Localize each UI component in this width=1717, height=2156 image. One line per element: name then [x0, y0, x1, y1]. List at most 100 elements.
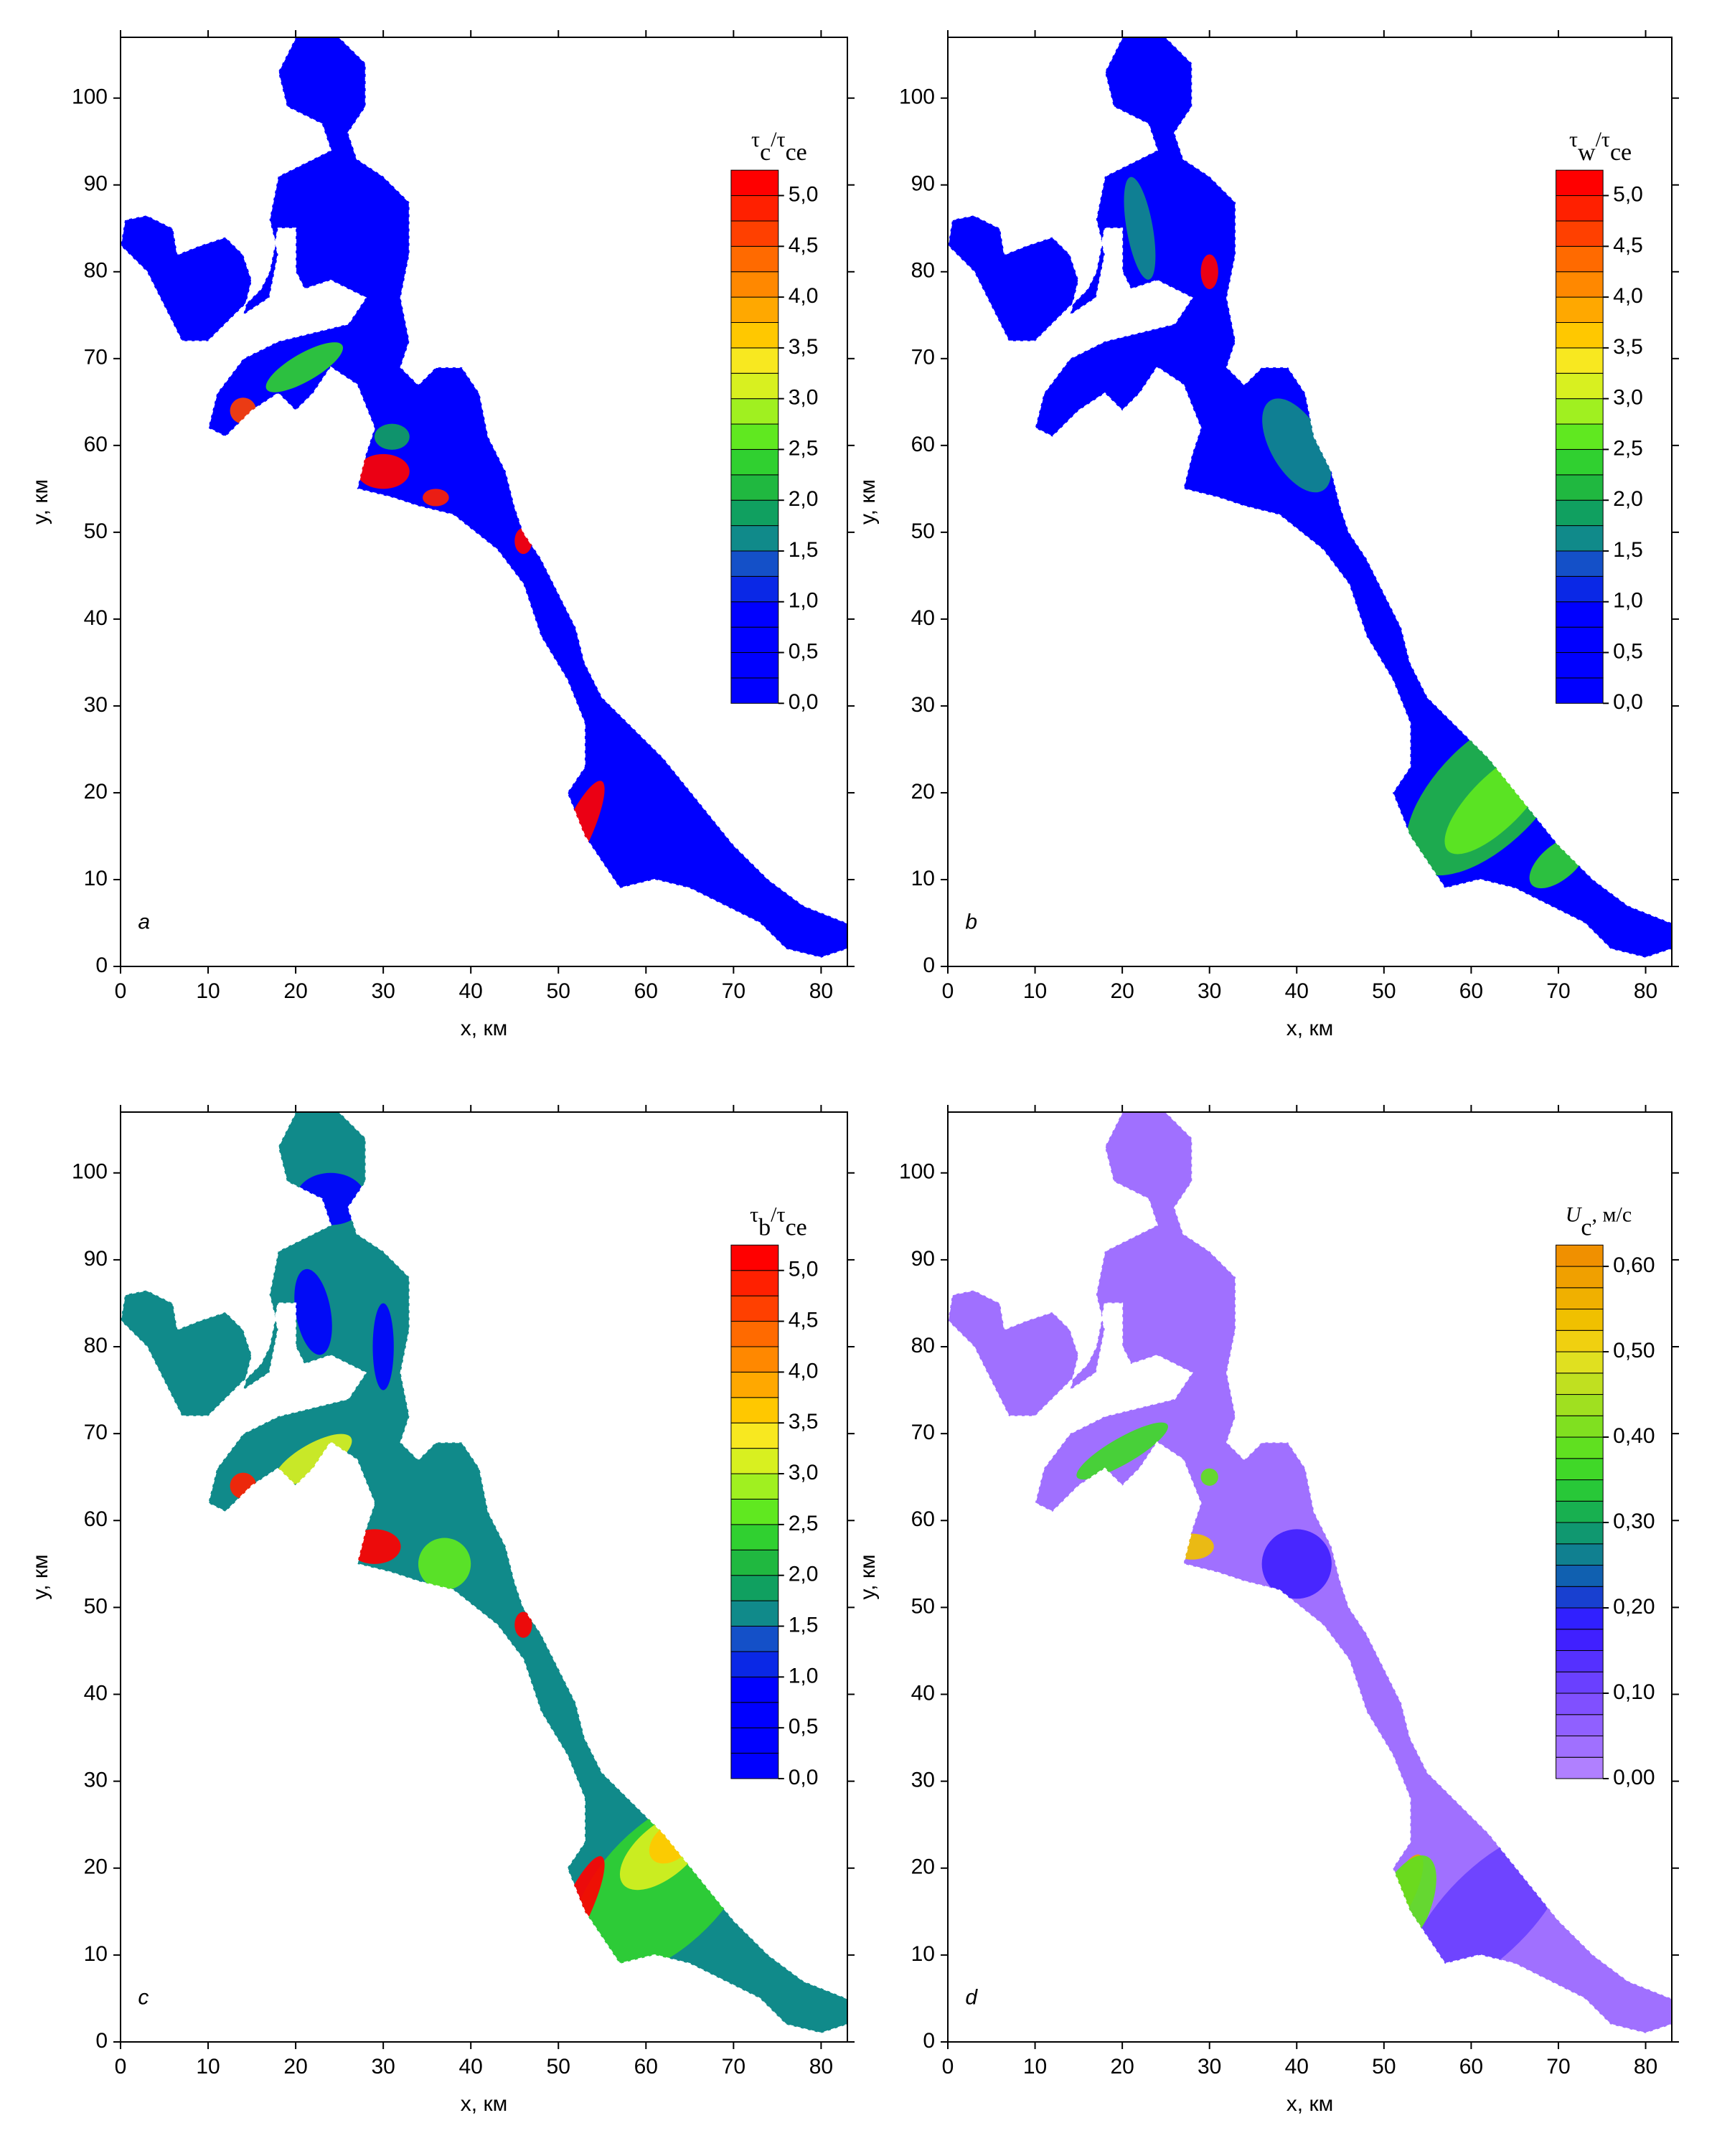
y-tick-label: 100: [72, 1160, 108, 1184]
contour-region: [374, 423, 410, 450]
colorbar-segment: [730, 474, 779, 501]
y-tick-label: 90: [84, 172, 108, 196]
y-tick-label: 50: [84, 519, 108, 543]
colorbar-segment: [730, 321, 779, 349]
colorbar-segment: [730, 448, 779, 476]
colorbar-segment: [730, 1321, 779, 1347]
colorbar-segment: [1556, 1756, 1604, 1779]
colorbar-segment: [1556, 677, 1604, 704]
colorbar-segment: [730, 677, 779, 704]
colorbar-title-part: ce: [786, 139, 807, 166]
colorbar-tick-label: 2,5: [789, 436, 819, 460]
colorbar-tick-label: 0,5: [789, 1715, 819, 1738]
y-tick-label: 10: [911, 1942, 935, 1966]
colorbar-segment: [730, 525, 779, 552]
colorbar-title-part: τ: [751, 128, 760, 151]
x-tick-label: 30: [371, 979, 395, 1003]
colorbar-segment: [1556, 601, 1604, 628]
x-tick-label: 10: [1023, 2055, 1047, 2079]
colorbar-segment: [730, 423, 779, 450]
colorbar-tick-label: 2,0: [1613, 487, 1643, 511]
colorbar-tick-label: 0,0: [789, 690, 819, 714]
colorbar-segment: [730, 1524, 779, 1550]
shoreline: [946, 37, 1673, 959]
colorbar-segment: [730, 1295, 779, 1322]
colorbar-tick-label: 4,5: [1613, 233, 1643, 257]
y-tick-label: 10: [911, 867, 935, 890]
colorbar-segment: [730, 372, 779, 400]
y-tick-label: 100: [72, 85, 108, 109]
colorbar-tick-label: 3,0: [1613, 386, 1643, 410]
colorbar-segment: [1556, 499, 1604, 527]
y-tick-label: 20: [911, 1855, 935, 1879]
colorbar-segment: [1556, 423, 1604, 450]
colorbar-segment: [730, 1702, 779, 1728]
panel-label: c: [138, 1985, 149, 2009]
colorbar-segment: [1556, 525, 1604, 552]
y-tick-label: 0: [923, 954, 935, 977]
contour-region: [418, 1538, 471, 1591]
colorbar-segment: [1556, 1266, 1604, 1289]
x-tick-label: 60: [634, 2055, 658, 2079]
colorbar-tick-label: 1,0: [789, 1664, 819, 1687]
colorbar-tick-label: 2,5: [789, 1512, 819, 1535]
colorbar-segment: [1556, 271, 1604, 298]
colorbar-segment: [730, 1575, 779, 1601]
colorbar-tick-label: 0,0: [789, 1766, 819, 1789]
colorbar-segment: [1556, 1543, 1604, 1566]
water-body: [121, 37, 847, 958]
colorbar-segment: [1556, 1693, 1604, 1715]
colorbar-tick-label: 5,0: [789, 182, 819, 206]
colorbar-segment: [730, 1549, 779, 1576]
y-tick-label: 0: [923, 2029, 935, 2053]
x-tick-label: 50: [547, 2055, 570, 2079]
colorbar-segment: [1556, 1586, 1604, 1609]
colorbar-title-part: τ: [750, 1202, 758, 1226]
y-axis-label: y, км: [29, 479, 52, 524]
y-tick-label: 40: [84, 606, 108, 630]
colorbar-segment: [1556, 550, 1604, 577]
panel-label: d: [965, 1985, 978, 2009]
colorbar-tick-label: 4,5: [789, 1308, 819, 1332]
y-tick-label: 100: [899, 1160, 935, 1184]
colorbar-segment: [1556, 347, 1604, 374]
x-tick-label: 60: [1459, 979, 1483, 1003]
colorbar-title: τw/τce: [1569, 128, 1632, 166]
colorbar-tick-label: 2,0: [789, 487, 819, 511]
y-tick-label: 20: [84, 780, 108, 804]
colorbar-title-part: τ: [1569, 128, 1578, 151]
colorbar-tick-label: 1,0: [789, 589, 819, 613]
x-tick-label: 0: [115, 2055, 127, 2079]
colorbar-segment: [730, 169, 779, 197]
x-tick-label: 30: [1198, 2055, 1221, 2079]
x-tick-label: 20: [1110, 979, 1134, 1003]
colorbar-segment: [730, 1244, 779, 1271]
colorbar-title-part: , м/с: [1592, 1202, 1632, 1226]
y-tick-label: 80: [911, 1334, 935, 1357]
colorbar-segment: [730, 1346, 779, 1373]
x-tick-label: 40: [459, 979, 483, 1003]
x-tick-label: 0: [115, 979, 127, 1003]
colorbar-segment: [1556, 1436, 1604, 1459]
colorbar-tick-label: 1,5: [789, 538, 819, 562]
colorbar-segment: [1556, 1500, 1604, 1523]
x-axis-label: x, км: [461, 1017, 507, 1040]
colorbar-segment: [1556, 1329, 1604, 1352]
contour-region: [514, 1611, 532, 1638]
x-tick-label: 80: [1634, 979, 1657, 1003]
y-tick-label: 50: [911, 519, 935, 543]
x-tick-label: 80: [809, 2055, 833, 2079]
y-axis-label: y, км: [856, 479, 880, 524]
colorbar-tick-label: 4,0: [789, 284, 819, 308]
y-tick-label: 60: [911, 433, 935, 456]
colorbar-tick-label: 0,5: [1613, 639, 1643, 663]
y-tick-label: 90: [911, 172, 935, 196]
x-tick-label: 30: [371, 2055, 395, 2079]
colorbar-segment: [1556, 1629, 1604, 1652]
y-tick-label: 30: [84, 693, 108, 717]
colorbar-segment: [730, 1448, 779, 1474]
x-axis-label: x, км: [1286, 2092, 1333, 2116]
colorbar-segment: [730, 1676, 779, 1703]
colorbar-segment: [1556, 1287, 1604, 1310]
y-tick-label: 30: [911, 693, 935, 717]
